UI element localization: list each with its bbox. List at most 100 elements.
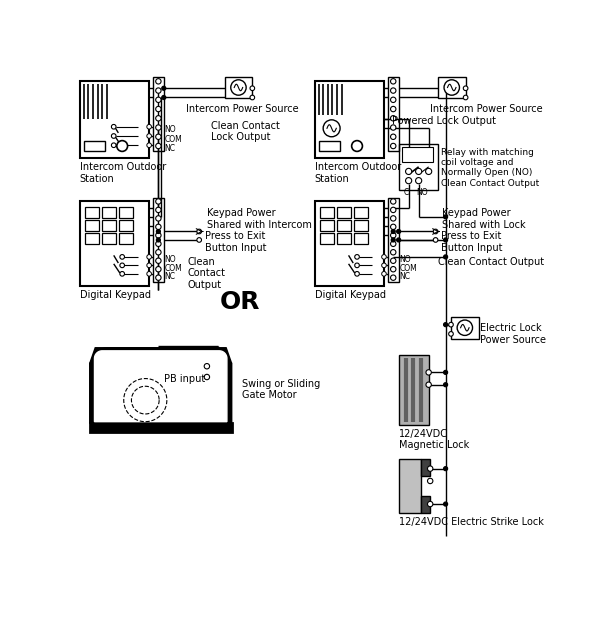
Bar	[388, 77, 399, 151]
Bar	[320, 207, 334, 218]
Circle shape	[427, 466, 433, 471]
Circle shape	[426, 370, 432, 375]
Text: C: C	[403, 188, 408, 197]
Bar	[90, 423, 231, 433]
Text: Intercom Outdoor
Station: Intercom Outdoor Station	[80, 162, 166, 184]
Circle shape	[443, 215, 448, 219]
Circle shape	[463, 95, 468, 100]
Circle shape	[157, 238, 160, 242]
Text: 12/24VDC
Magnetic Lock: 12/24VDC Magnetic Lock	[399, 428, 470, 450]
Circle shape	[156, 275, 161, 280]
Bar	[225, 77, 252, 98]
Text: Intercom Outdoor
Station: Intercom Outdoor Station	[315, 162, 401, 184]
Circle shape	[390, 79, 396, 84]
Bar	[354, 220, 368, 231]
Text: NO: NO	[417, 188, 428, 197]
Circle shape	[444, 80, 460, 95]
Circle shape	[390, 134, 396, 140]
Bar	[161, 357, 207, 386]
Bar	[83, 141, 105, 151]
Circle shape	[443, 238, 448, 242]
Circle shape	[390, 125, 396, 130]
Text: COM: COM	[164, 135, 182, 144]
Text: Press to Exit
Button Input: Press to Exit Button Input	[441, 231, 502, 253]
Circle shape	[381, 272, 386, 276]
Circle shape	[415, 177, 422, 184]
Circle shape	[156, 88, 161, 93]
Text: NO: NO	[164, 255, 176, 265]
Circle shape	[443, 467, 448, 471]
Circle shape	[390, 207, 396, 213]
Circle shape	[449, 322, 454, 327]
Text: Clean Contact
Lock Output: Clean Contact Lock Output	[211, 121, 280, 142]
Circle shape	[390, 107, 396, 112]
Circle shape	[390, 275, 396, 280]
Circle shape	[405, 169, 412, 174]
Circle shape	[390, 258, 396, 264]
Text: Digital Keypad: Digital Keypad	[80, 290, 151, 300]
Bar	[337, 233, 351, 244]
Circle shape	[156, 207, 161, 213]
Text: Intercom Power Source: Intercom Power Source	[430, 104, 543, 113]
Bar	[320, 220, 334, 231]
Circle shape	[392, 229, 395, 233]
Circle shape	[156, 107, 161, 112]
Circle shape	[390, 88, 396, 93]
Circle shape	[443, 502, 448, 506]
Bar	[85, 220, 99, 231]
Bar	[451, 317, 479, 339]
Circle shape	[390, 250, 396, 255]
Circle shape	[156, 125, 161, 130]
Text: COM: COM	[399, 264, 417, 273]
Circle shape	[390, 241, 396, 247]
Circle shape	[111, 125, 116, 129]
Circle shape	[147, 125, 151, 129]
Circle shape	[352, 141, 362, 151]
Polygon shape	[90, 348, 231, 423]
Text: Digital Keypad: Digital Keypad	[315, 290, 386, 300]
Circle shape	[117, 141, 128, 151]
Bar	[399, 355, 429, 425]
Text: NC: NC	[164, 144, 176, 153]
Circle shape	[443, 383, 448, 387]
Circle shape	[156, 232, 161, 238]
Bar	[438, 77, 465, 98]
Circle shape	[427, 502, 433, 507]
Text: Intercom Power Source: Intercom Power Source	[186, 104, 299, 113]
Circle shape	[147, 272, 151, 276]
Bar	[399, 459, 421, 513]
Circle shape	[355, 272, 359, 276]
Text: NO: NO	[399, 255, 411, 265]
Bar	[119, 233, 133, 244]
Bar	[399, 144, 438, 190]
Circle shape	[156, 143, 161, 149]
Circle shape	[204, 363, 210, 369]
Circle shape	[392, 238, 395, 242]
Bar	[421, 459, 430, 476]
Text: Clean
Contact
Output: Clean Contact Output	[188, 257, 226, 290]
Circle shape	[390, 115, 396, 121]
Circle shape	[433, 229, 438, 234]
Bar	[354, 233, 368, 244]
Bar	[354, 207, 368, 218]
Circle shape	[390, 216, 396, 221]
Circle shape	[390, 97, 396, 102]
Polygon shape	[95, 351, 227, 422]
Circle shape	[120, 272, 125, 276]
Bar	[153, 198, 164, 282]
Circle shape	[147, 134, 151, 138]
Circle shape	[162, 95, 166, 99]
Bar	[102, 207, 116, 218]
Circle shape	[390, 143, 396, 149]
Circle shape	[405, 177, 412, 184]
Bar	[102, 233, 116, 244]
Bar	[388, 198, 399, 282]
Circle shape	[162, 86, 166, 90]
Text: Keypad Power
Shared with Intercom: Keypad Power Shared with Intercom	[207, 208, 312, 230]
Circle shape	[157, 229, 160, 233]
Bar	[315, 202, 384, 286]
Text: 12/24VDC Electric Strike Lock: 12/24VDC Electric Strike Lock	[399, 517, 544, 527]
Circle shape	[426, 382, 432, 388]
Circle shape	[390, 267, 396, 272]
Circle shape	[156, 267, 161, 272]
